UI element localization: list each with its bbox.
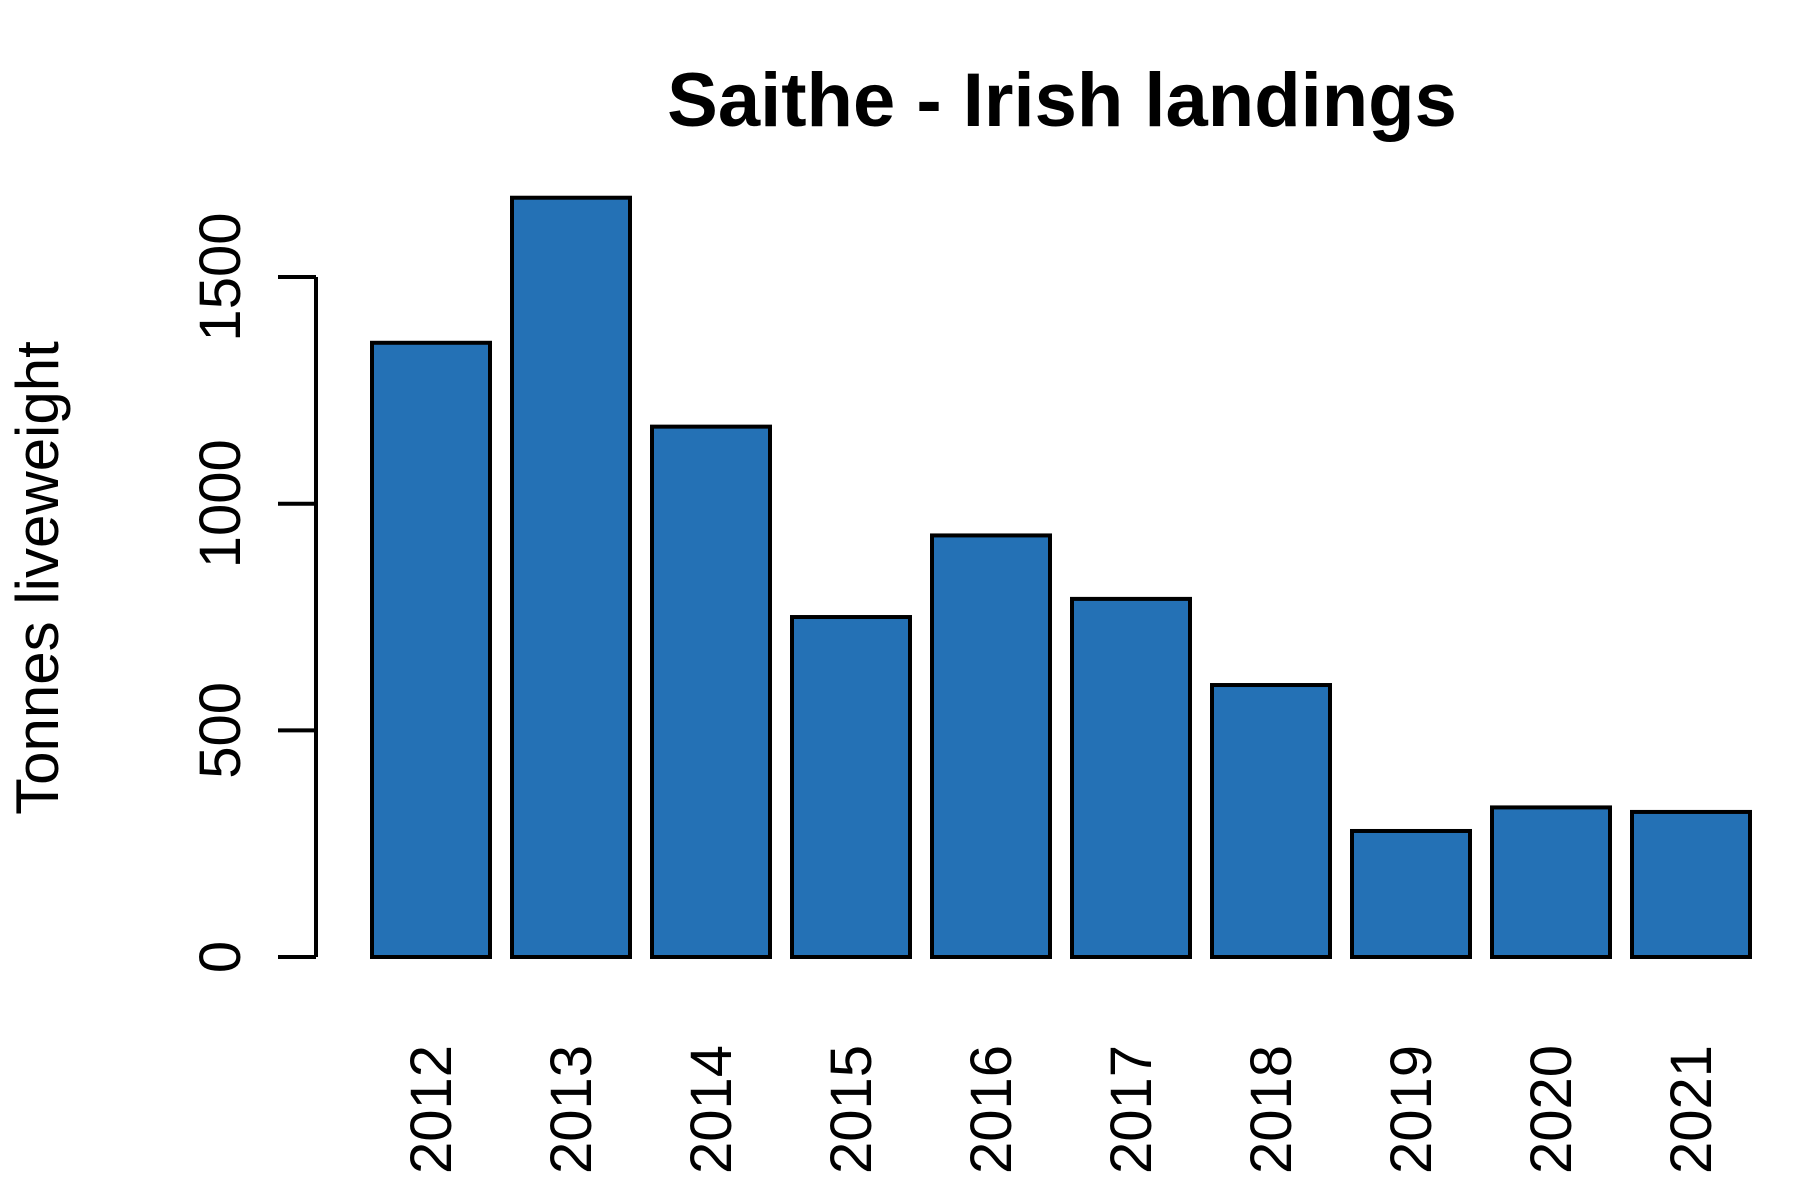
bar-2013 [510,195,632,960]
y-tick-label: 1500 [188,213,253,342]
x-tick-label-2016: 2016 [959,1045,1024,1174]
x-tick-label-2012: 2012 [399,1045,464,1174]
x-tick-label-2017: 2017 [1099,1045,1164,1174]
y-tick-label: 0 [188,941,253,973]
bar-2021 [1630,809,1752,959]
x-tick-label-2014: 2014 [679,1045,744,1174]
x-tick-label-2021: 2021 [1659,1045,1724,1174]
y-tick-label: 500 [188,682,253,779]
x-tick-label-2018: 2018 [1239,1045,1304,1174]
bar-2015 [790,615,912,960]
x-tick-label-2015: 2015 [819,1045,884,1174]
y-axis: 0 500 1000 1500 [188,213,318,973]
bar-2019 [1350,828,1472,960]
y-axis-label: Tonnes liveweight [4,341,71,815]
x-tick-label-2013: 2013 [539,1045,604,1174]
x-tick-label-2019: 2019 [1379,1045,1444,1174]
chart-title: Saithe - Irish landings [667,58,1457,143]
y-tick-label: 1000 [188,439,253,568]
bar-2017 [1070,596,1192,959]
x-axis-labels: 2012 2013 2014 2015 2016 2017 2018 2019 2020 2021 [399,1045,1724,1174]
bar-2014 [650,424,772,960]
bar-2020 [1490,805,1612,960]
bar-2018 [1210,683,1332,960]
bar-2012 [370,340,492,959]
x-tick-label-2020: 2020 [1519,1045,1584,1174]
bars [370,195,1752,960]
bar-2016 [930,533,1052,960]
